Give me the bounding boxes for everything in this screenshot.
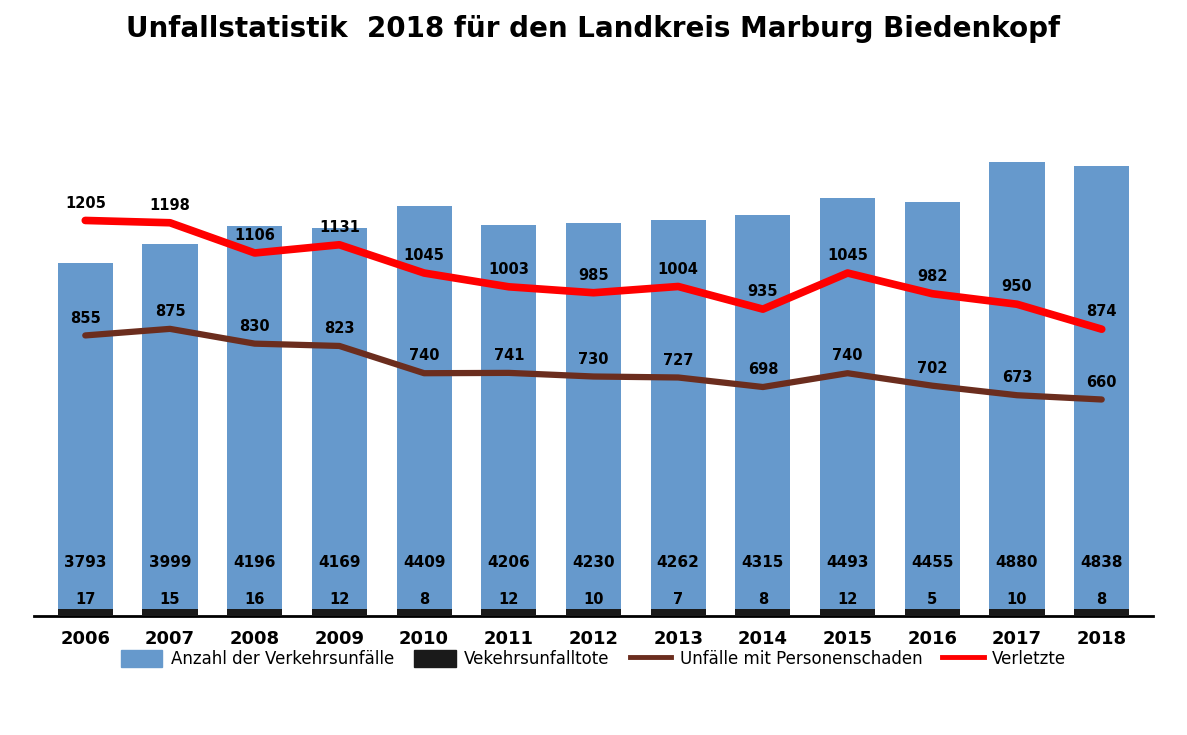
Text: 4880: 4880 — [996, 555, 1039, 570]
Text: 875: 875 — [154, 304, 185, 319]
Text: 4206: 4206 — [488, 555, 531, 570]
Text: 4230: 4230 — [572, 555, 615, 570]
Text: 10: 10 — [1007, 592, 1027, 607]
Text: 1003: 1003 — [488, 262, 529, 277]
Text: 4455: 4455 — [912, 555, 953, 570]
Text: 7: 7 — [673, 592, 684, 607]
Text: 10: 10 — [583, 592, 604, 607]
Text: 8: 8 — [1097, 592, 1106, 607]
Text: 982: 982 — [918, 269, 947, 284]
Text: 855: 855 — [70, 311, 101, 326]
Text: 950: 950 — [1002, 279, 1033, 295]
Text: 874: 874 — [1086, 304, 1117, 319]
Bar — [396, 206, 451, 617]
Bar — [58, 263, 113, 617]
Text: 12: 12 — [329, 592, 350, 607]
Text: 1045: 1045 — [827, 248, 868, 263]
Text: 3999: 3999 — [148, 555, 191, 570]
Text: 740: 740 — [832, 348, 863, 363]
Text: 15: 15 — [160, 592, 180, 607]
Legend: Anzahl der Verkehrsunfälle, Vekehrsunfalltote, Unfälle mit Personenschaden, Verl: Anzahl der Verkehrsunfälle, Vekehrsunfal… — [114, 644, 1073, 675]
Text: 985: 985 — [578, 268, 609, 283]
Bar — [904, 609, 960, 617]
Text: 698: 698 — [748, 362, 779, 377]
Bar — [481, 225, 537, 617]
Bar — [566, 223, 621, 617]
Text: 935: 935 — [748, 284, 779, 299]
Bar — [990, 609, 1045, 617]
Text: 5: 5 — [927, 592, 938, 607]
Text: 823: 823 — [324, 321, 355, 336]
Bar — [142, 609, 197, 617]
Bar — [650, 220, 706, 617]
Bar — [312, 229, 367, 617]
Text: 4409: 4409 — [402, 555, 445, 570]
Title: Unfallstatistik  2018 für den Landkreis Marburg Biedenkopf: Unfallstatistik 2018 für den Landkreis M… — [127, 15, 1060, 43]
Bar — [736, 609, 791, 617]
Text: 8: 8 — [757, 592, 768, 607]
Text: 4493: 4493 — [826, 555, 869, 570]
Bar — [1074, 609, 1129, 617]
Text: 730: 730 — [578, 351, 609, 367]
Bar — [990, 162, 1045, 617]
Text: 4169: 4169 — [318, 555, 361, 570]
Text: 1004: 1004 — [658, 262, 699, 276]
Bar — [904, 201, 960, 617]
Text: 17: 17 — [75, 592, 95, 607]
Text: 673: 673 — [1002, 370, 1033, 385]
Text: 702: 702 — [918, 361, 947, 376]
Text: 1106: 1106 — [234, 228, 275, 243]
Text: 4196: 4196 — [234, 555, 275, 570]
Text: 4838: 4838 — [1080, 555, 1123, 570]
Bar — [1074, 166, 1129, 617]
Text: 727: 727 — [664, 353, 693, 368]
Text: 1205: 1205 — [65, 196, 106, 211]
Bar — [227, 609, 283, 617]
Text: 1198: 1198 — [150, 198, 190, 213]
Text: 3793: 3793 — [64, 555, 107, 570]
Text: 660: 660 — [1086, 375, 1117, 390]
Text: 740: 740 — [408, 348, 439, 363]
Text: 16: 16 — [245, 592, 265, 607]
Bar — [820, 198, 875, 617]
Text: 8: 8 — [419, 592, 430, 607]
Bar — [820, 609, 875, 617]
Bar — [481, 609, 537, 617]
Bar — [142, 244, 197, 617]
Bar — [312, 609, 367, 617]
Bar — [566, 609, 621, 617]
Text: 4315: 4315 — [742, 555, 785, 570]
Text: 741: 741 — [494, 348, 523, 363]
Bar — [736, 215, 791, 617]
Bar — [650, 609, 706, 617]
Text: 4262: 4262 — [656, 555, 699, 570]
Text: 1131: 1131 — [319, 220, 360, 235]
Bar — [227, 226, 283, 617]
Text: 12: 12 — [499, 592, 519, 607]
Text: 1045: 1045 — [404, 248, 444, 263]
Bar — [396, 609, 451, 617]
Text: 830: 830 — [240, 319, 269, 334]
Text: 12: 12 — [837, 592, 858, 607]
Bar — [58, 609, 113, 617]
